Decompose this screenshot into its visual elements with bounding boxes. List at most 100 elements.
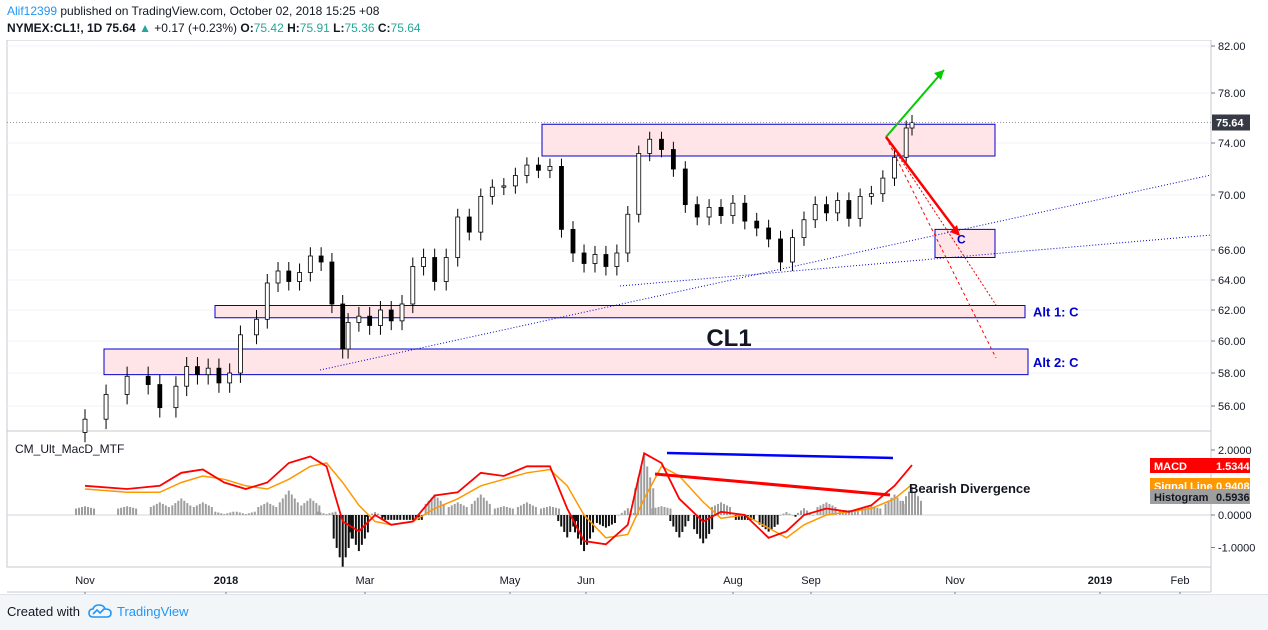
histogram-bar [888, 501, 890, 515]
candle-body [582, 253, 586, 264]
histogram-bar [693, 515, 695, 529]
histogram-bar [232, 512, 234, 515]
histogram-bar [483, 498, 485, 515]
price-tick-label: 70.00 [1218, 190, 1246, 202]
candle-body [671, 150, 675, 170]
open-value: 75.42 [254, 21, 284, 35]
histogram-bar [335, 512, 337, 515]
histogram-bar [657, 507, 659, 515]
candle-body [904, 128, 908, 157]
histogram-bar [248, 513, 250, 515]
histogram-bar [497, 508, 499, 515]
histogram-bar [236, 512, 238, 515]
histogram-bar [669, 509, 671, 515]
close-value: 75.64 [391, 21, 421, 35]
footer: Created with TradingView [0, 594, 1268, 630]
publish-text: published on TradingView.com, October 02… [57, 4, 379, 18]
histogram-bar [326, 514, 328, 515]
histogram-bar [214, 512, 216, 515]
histogram-bar [876, 508, 878, 515]
histogram-bar [217, 512, 219, 515]
histogram-bar [917, 496, 919, 515]
price-tick-label: 60.00 [1218, 336, 1246, 348]
chart-watermark: CL1 [706, 325, 751, 352]
histogram-bar [678, 515, 680, 537]
histogram-bar [282, 498, 284, 515]
histogram-bar [509, 508, 511, 515]
publish-info: Alif12399 published on TradingView.com, … [7, 4, 379, 18]
histogram-bar [660, 506, 662, 515]
candle-body [346, 322, 350, 349]
price-tick-label: 56.00 [1218, 401, 1246, 413]
candle-body [824, 205, 828, 213]
histogram-bar [552, 507, 554, 515]
candle-body [319, 256, 323, 262]
candle-body [513, 176, 517, 186]
histogram-bar [885, 504, 887, 515]
histogram-bar [543, 508, 545, 515]
histogram-bar [905, 496, 907, 515]
histogram-bar [333, 515, 335, 539]
histogram-bar [566, 515, 568, 537]
histogram-bar [275, 507, 277, 515]
histogram-bar [132, 508, 134, 515]
histogram-bar [602, 515, 604, 526]
candle-body [479, 196, 483, 232]
histogram-bar [323, 513, 325, 515]
histogram-bar [345, 515, 347, 557]
histogram-bar [332, 512, 334, 515]
histogram-bar [208, 505, 210, 515]
series-badge-name: MACD [1154, 461, 1187, 473]
histogram-bar [621, 513, 623, 515]
author-link[interactable]: Alif12399 [7, 4, 57, 18]
candle-body [637, 153, 641, 214]
candle-body [330, 262, 334, 304]
histogram-bar [365, 515, 367, 517]
zone-label: Alt 2: C [1033, 355, 1079, 370]
histogram-bar [643, 456, 645, 515]
histogram-bar [358, 515, 360, 551]
symbol-label: NYMEX:CL1!, 1D [7, 21, 102, 35]
price-tick-label: 58.00 [1218, 368, 1246, 380]
macd-tick-label: 2.0000 [1218, 445, 1252, 457]
histogram-bar [558, 509, 560, 515]
last-price-text: 75.64 [106, 21, 136, 35]
candle-body [743, 203, 747, 221]
histogram-bar [440, 501, 442, 515]
candle-body [158, 385, 162, 408]
histogram-bar [672, 515, 674, 527]
histogram-bar [339, 515, 341, 557]
candle-body [813, 205, 817, 220]
histogram-bar [403, 515, 405, 520]
histogram-bar [879, 509, 881, 515]
histogram-bar [186, 503, 188, 515]
candle-body [593, 255, 597, 264]
histogram-bar [202, 502, 204, 515]
histogram-bar [177, 501, 179, 515]
histogram-bar [399, 515, 401, 520]
histogram-bar [297, 502, 299, 515]
candle-body [719, 207, 723, 215]
histogram-bar [723, 504, 725, 515]
histogram-bar [589, 515, 591, 539]
histogram-bar [123, 507, 125, 515]
histogram-bar [150, 507, 152, 515]
low-label: L: [333, 21, 344, 35]
histogram-bar [480, 495, 482, 515]
histogram-bar [300, 505, 302, 515]
candle-body [731, 203, 735, 215]
candle-body [456, 217, 460, 258]
candle-body [548, 166, 552, 170]
candle-body [536, 165, 540, 170]
histogram-bar [349, 515, 351, 532]
series-badge-value: 1.5344 [1216, 461, 1251, 473]
tradingview-brand[interactable]: TradingView [117, 604, 189, 619]
open-label: O: [240, 21, 253, 35]
candle-body [185, 367, 189, 387]
histogram-bar [605, 515, 607, 528]
candle-body [444, 258, 448, 282]
candle-body [695, 205, 699, 217]
time-tick-label: May [500, 575, 521, 587]
histogram-bar [687, 515, 689, 521]
